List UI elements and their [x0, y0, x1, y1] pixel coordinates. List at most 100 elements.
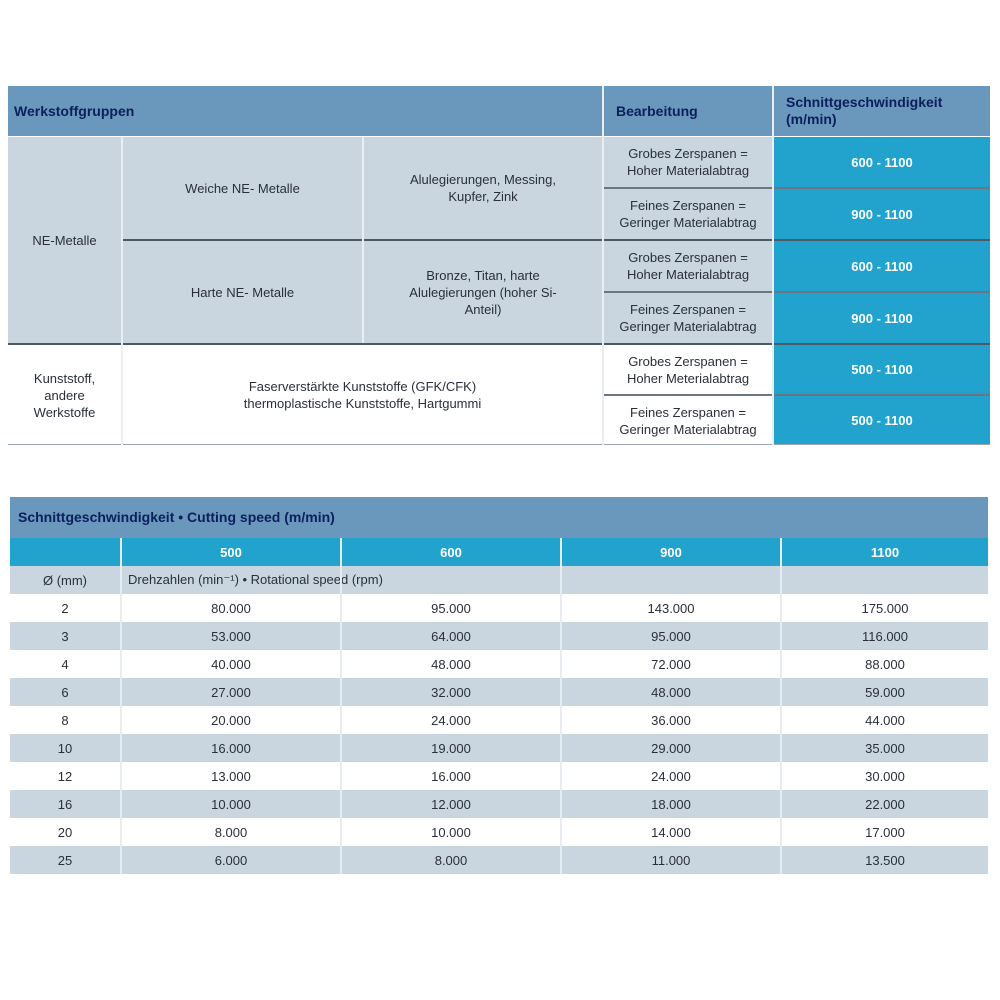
diameter-cell: 3	[61, 628, 69, 644]
rpm-cell: 95.000	[651, 628, 691, 644]
rpm-cell: 32.000	[431, 684, 471, 700]
rpm-cell: 175.000	[861, 600, 909, 616]
column-divider	[560, 538, 562, 874]
diameter-cell: 12	[57, 768, 73, 784]
subgroup-weiche: Weiche NE- Metalle	[123, 137, 362, 239]
rpm-cell: 24.000	[431, 712, 471, 728]
diameter-cell: 2	[61, 600, 69, 616]
speed-cell: 500 - 1100	[774, 345, 990, 394]
group-kunststoff: Kunststoff, andere Werkstoffe	[8, 345, 121, 445]
rpm-cell: 29.000	[651, 740, 691, 756]
rpm-cell: 72.000	[651, 656, 691, 672]
processing-cell: Grobes Zerspanen = Hoher Materialabtrag	[604, 241, 772, 291]
table-row	[10, 706, 988, 734]
speed-cell: 900 - 1100	[774, 293, 990, 343]
table-row	[10, 650, 988, 678]
rpm-cell: 40.000	[211, 656, 251, 672]
rpm-cell: 13.000	[211, 768, 251, 784]
divider	[8, 444, 990, 445]
processing-cell: Feines Zerspanen = Geringer Materialabtr…	[604, 396, 772, 445]
header-speed-500: 500	[122, 538, 340, 566]
rpm-cell: 16.000	[211, 740, 251, 756]
column-divider	[120, 538, 122, 874]
header-processing: Bearbeitung	[604, 86, 772, 136]
column-divider	[362, 137, 364, 343]
rpm-cell: 18.000	[651, 796, 691, 812]
rpm-cell: 36.000	[651, 712, 691, 728]
rpm-cell: 14.000	[651, 824, 691, 840]
divider	[604, 187, 990, 189]
rpm-cell: 12.000	[431, 796, 471, 812]
rpm-cell: 27.000	[211, 684, 251, 700]
rpm-cell: 11.000	[651, 852, 691, 868]
speed-cell: 600 - 1100	[774, 241, 990, 291]
rpm-cell: 35.000	[865, 740, 905, 756]
header-blank	[10, 538, 120, 566]
table-row	[10, 762, 988, 790]
table-row	[10, 594, 988, 622]
column-divider	[121, 137, 123, 445]
rpm-cell: 17.000	[865, 824, 905, 840]
diameter-label: Ø (mm)	[42, 572, 88, 588]
divider	[123, 239, 990, 241]
rpm-cell: 10.000	[211, 796, 251, 812]
column-divider	[602, 86, 604, 445]
diameter-cell: 8	[61, 712, 69, 728]
rpm-cell: 24.000	[651, 768, 691, 784]
materials-kunststoff: Faserverstärkte Kunststoffe (GFK/CFK) th…	[123, 345, 602, 445]
column-divider	[340, 538, 342, 874]
header-speed-600: 600	[342, 538, 560, 566]
rpm-cell: 13.500	[865, 852, 905, 868]
speed-cell: 900 - 1100	[774, 189, 990, 239]
speed-cell: 500 - 1100	[774, 396, 990, 445]
diameter-cell: 6	[61, 684, 69, 700]
table-row	[10, 790, 988, 818]
header-speed-1100: 1100	[782, 538, 988, 566]
subheader-row	[10, 566, 988, 594]
diameter-cell: 20	[57, 824, 73, 840]
rpm-cell: 48.000	[651, 684, 691, 700]
diameter-cell: 10	[57, 740, 73, 756]
table-row	[10, 678, 988, 706]
rpm-cell: 19.000	[431, 740, 471, 756]
rpm-cell: 59.000	[865, 684, 905, 700]
header-speed: Schnittgeschwindigkeit (m/min)	[774, 86, 990, 136]
column-divider	[780, 538, 782, 874]
rpm-label: Drehzahlen (min⁻¹) • Rotational speed (r…	[128, 572, 383, 587]
rpm-cell: 10.000	[431, 824, 471, 840]
divider	[604, 394, 990, 396]
diameter-cell: 25	[57, 852, 73, 868]
materials-harte: Bronze, Titan, harte Alulegierungen (hoh…	[364, 241, 602, 343]
rpm-cell: 20.000	[211, 712, 251, 728]
rpm-cell: 16.000	[431, 768, 471, 784]
rpm-cell: 64.000	[431, 628, 471, 644]
speed-table-title: Schnittgeschwindigkeit • Cutting speed (…	[10, 497, 988, 538]
divider	[604, 291, 990, 293]
processing-cell: Grobes Zerspanen = Hoher Meterialabtrag	[604, 345, 772, 394]
speed-cell: 600 - 1100	[774, 137, 990, 187]
table-row	[10, 818, 988, 846]
header-speed-900: 900	[562, 538, 780, 566]
rpm-cell: 8.000	[434, 852, 468, 868]
processing-cell: Feines Zerspanen = Geringer Materialabtr…	[604, 293, 772, 343]
rpm-cell: 88.000	[865, 656, 905, 672]
rpm-cell: 8.000	[214, 824, 248, 840]
processing-cell: Grobes Zerspanen = Hoher Materialabtrag	[604, 137, 772, 187]
table-row	[10, 846, 988, 874]
rpm-cell: 6.000	[214, 852, 248, 868]
rpm-cell: 143.000	[647, 600, 695, 616]
rpm-cell: 44.000	[865, 712, 905, 728]
divider	[8, 343, 990, 345]
header-groups: Werkstoffgruppen	[8, 86, 602, 136]
rpm-cell: 48.000	[431, 656, 471, 672]
rpm-cell: 22.000	[865, 796, 905, 812]
diameter-cell: 4	[61, 656, 69, 672]
group-ne-metalle: NE-Metalle	[8, 137, 121, 343]
table-row	[10, 734, 988, 762]
materials-weiche: Alulegierungen, Messing, Kupfer, Zink	[364, 137, 602, 239]
table-row	[10, 622, 988, 650]
diameter-cell: 16	[57, 796, 73, 812]
rpm-cell: 30.000	[865, 768, 905, 784]
rpm-cell: 95.000	[431, 600, 471, 616]
rpm-cell: 53.000	[211, 628, 251, 644]
